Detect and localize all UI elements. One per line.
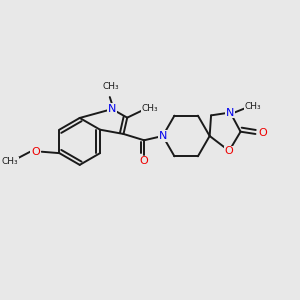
Text: O: O	[140, 156, 148, 167]
Text: N: N	[158, 131, 167, 141]
Text: O: O	[258, 128, 267, 138]
Text: O: O	[31, 147, 40, 157]
Text: O: O	[225, 146, 233, 156]
Text: N: N	[108, 104, 116, 114]
Text: CH₃: CH₃	[102, 82, 119, 91]
Text: N: N	[158, 131, 167, 141]
Text: CH₃: CH₃	[245, 102, 262, 111]
Text: N: N	[226, 107, 234, 118]
Text: CH₃: CH₃	[142, 104, 158, 113]
Text: CH₃: CH₃	[2, 157, 19, 166]
